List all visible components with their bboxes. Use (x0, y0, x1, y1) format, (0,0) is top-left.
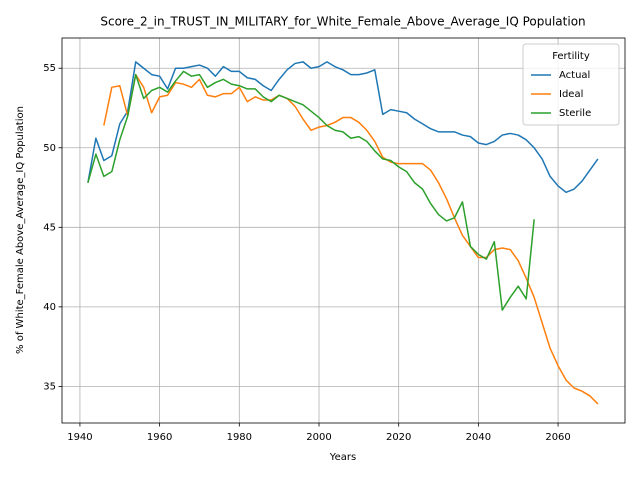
chart-title: Score_2_in_TRUST_IN_MILITARY_for_White_F… (100, 15, 585, 29)
line-series (87, 70, 535, 311)
x-tick-label: 1960 (147, 432, 172, 443)
x-tick-label: 2000 (306, 432, 331, 443)
x-axis-label: Years (329, 452, 356, 463)
x-tick-label: 2040 (466, 432, 491, 443)
legend-label: Actual (559, 70, 590, 81)
legend-title: Fertility (552, 51, 590, 62)
y-tick-label: 35 (43, 381, 56, 392)
x-tick-label: 2020 (386, 432, 411, 443)
y-tick-label: 40 (43, 302, 56, 313)
y-tick-label: 50 (43, 143, 56, 154)
legend-label: Sterile (559, 108, 591, 119)
x-tick-label: 2060 (545, 432, 570, 443)
plot-frame (61, 37, 626, 424)
y-tick-label: 45 (43, 222, 56, 233)
x-tick-label: 1980 (227, 432, 252, 443)
y-tick-label: 55 (43, 63, 56, 74)
x-tick-label: 1940 (67, 432, 92, 443)
legend-box (522, 43, 620, 126)
line-series (87, 61, 599, 194)
line-series (103, 73, 599, 405)
legend-label: Ideal (559, 89, 583, 100)
y-axis-label: % of White_Female Above_Average_IQ Popul… (15, 106, 26, 354)
